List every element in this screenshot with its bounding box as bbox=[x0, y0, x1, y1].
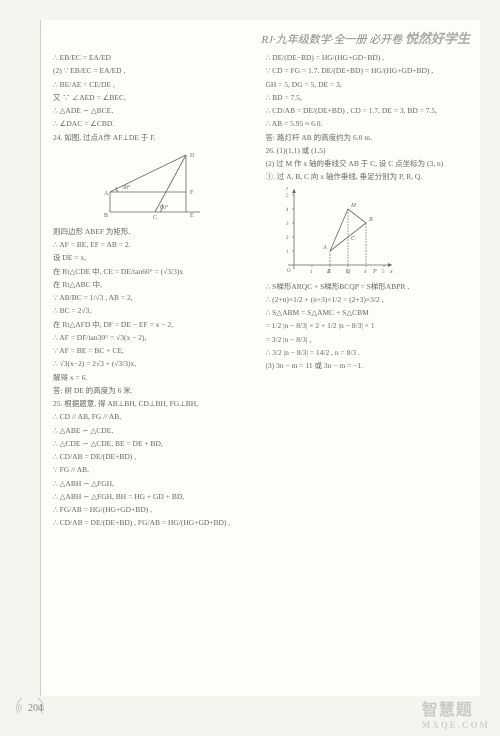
svg-text:y: y bbox=[285, 187, 289, 191]
angle-30: 30° bbox=[122, 184, 131, 191]
text-line: ∴ (2+n)×1/2 + (n+3)×1/2 = (2+3)×3/2 , bbox=[266, 294, 471, 305]
watermark-main: 智慧题 bbox=[422, 702, 473, 719]
text-line: ∴ △ABH ∽ △FGH, BH = HG + GD + BD, bbox=[53, 491, 258, 502]
text-line: 答: 树 DE 的高度为 6 米. bbox=[53, 385, 258, 396]
text-line: GH = 5, DG = 5, DE = 3, bbox=[266, 79, 471, 90]
text-line: = 1/2 |n − 8/3| × 2 + 1/2 |n − 8/3| × 1 bbox=[266, 320, 471, 331]
text-line: (3) 3n − m = 11 或 3n − m = −1. bbox=[266, 360, 471, 371]
svg-text:5: 5 bbox=[286, 194, 289, 199]
text-line: 答: 路灯杆 AB 的高度约为 6.0 m. bbox=[266, 132, 471, 143]
text-line: ∴ CD/AB = DE/(DE+BD) , bbox=[53, 451, 258, 462]
svg-text:2: 2 bbox=[286, 236, 289, 241]
text-line: ∴ BE/AE = CE/DE , bbox=[53, 79, 258, 90]
text-line: ∴ △ABH ∽ △FGH, bbox=[53, 478, 258, 489]
pt-D: D bbox=[190, 153, 195, 159]
text-line: 在 Rt△AFD 中, DF = DE − EF = x − 2, bbox=[53, 319, 258, 330]
text-line: 解得 x = 6. bbox=[53, 372, 258, 383]
svg-text:1: 1 bbox=[286, 250, 289, 255]
text-line: ∴ BD = 7.5, bbox=[266, 92, 471, 103]
text-line: ∵ AF = BE = BC + CE, bbox=[53, 345, 258, 356]
svg-text:4: 4 bbox=[364, 270, 367, 275]
text-line: 在 Rt△CDE 中, CE = DE/tan60° = (√3/3)x bbox=[53, 266, 258, 277]
svg-text:3: 3 bbox=[286, 222, 289, 227]
text-line: 又 ∵ ∠AED = ∠BEC, bbox=[53, 92, 258, 103]
text-line: ∴ CD/AB = DE/(DE+BD) , CD = 1.7, DE = 3,… bbox=[266, 105, 471, 116]
svg-text:x: x bbox=[389, 269, 393, 275]
text-line: 25. 根据题意, 得 AB⊥BH, CD⊥BH, FG⊥BH, bbox=[53, 398, 258, 409]
text-line: ∴ AB = 5.95 ≈ 6.0. bbox=[266, 118, 471, 129]
text-line: ∴ CD/AB = DE/(DE+BD) , FG/AB = HG/(HG+GD… bbox=[53, 517, 258, 528]
pt-B: B bbox=[104, 213, 108, 219]
text-line: ∴ AF = BE, EF = AB = 2. bbox=[53, 239, 258, 250]
right-column: ∴ DE/(DE−BD) = HG/(HG+GD−BD) , ∵ CD = FG… bbox=[262, 52, 475, 690]
pt-C: C bbox=[153, 215, 157, 221]
angle-60: 60° bbox=[160, 204, 169, 211]
svg-text:R: R bbox=[326, 269, 331, 275]
svg-text:P: P bbox=[372, 269, 377, 275]
text-line: ∵ CD = FG = 1.7, DE/(DE+BD) = HG/(HG+GD+… bbox=[266, 65, 471, 76]
text-line: ∴ ∠DAC = ∠CBD. bbox=[53, 118, 258, 129]
text-line: 设 DE = x, bbox=[53, 252, 258, 263]
text-line: ∵ AB/BC = 1/√3 , AB = 2, bbox=[53, 292, 258, 303]
page-header: RJ·九年级数学·全一册 必开卷 悦然好学生 bbox=[261, 28, 470, 47]
text-line: ∴ △ADE ∽ △BCE, bbox=[53, 105, 258, 116]
svg-text:5: 5 bbox=[382, 270, 385, 275]
text-line: ∴ AF = DF/tan30° = √3(x − 2), bbox=[53, 332, 258, 343]
brand-label: 悦然好学生 bbox=[405, 31, 470, 46]
text-line: ∴ DE/(DE−BD) = HG/(HG+GD−BD) , bbox=[266, 52, 471, 63]
pt-F: F bbox=[190, 190, 194, 196]
text-line: ∴ CD // AB, FG // AB, bbox=[53, 411, 258, 422]
columns: ∴ EB/EC = EA/ED (2) ∵ EB/EC = EA/ED , ∴ … bbox=[49, 52, 474, 690]
geometry-figure: A B C D E F 30° 60° bbox=[100, 147, 210, 222]
svg-text:B: B bbox=[369, 217, 373, 223]
svg-text:1: 1 bbox=[310, 270, 313, 275]
svg-text:M: M bbox=[350, 203, 357, 209]
text-line: (2) 过 M 作 x 轴的垂线交 AB 于 C, 设 C 点坐标为 (3, n… bbox=[266, 158, 471, 169]
pt-E: E bbox=[190, 213, 194, 219]
text-line: ∴ FG/AB = HG/(HG+GD+BD) , bbox=[53, 504, 258, 515]
text-line: ∴ S梯形ARQC + S梯形BCQP = S梯形ABPR , bbox=[266, 281, 471, 292]
text-line: 则四边形 ABEF 为矩形, bbox=[53, 226, 258, 237]
text-line: ∵ FG // AB, bbox=[53, 464, 258, 475]
text-line: ∴ △ABE ∽ △CDE, bbox=[53, 425, 258, 436]
svg-text:4: 4 bbox=[286, 208, 289, 213]
text-line: ①. 过 A, B, C 向 x 轴作垂线, 垂足分别为 P, R, Q. bbox=[266, 171, 471, 182]
coordinate-chart: 1234512345OxyABMCRQP bbox=[276, 187, 396, 277]
text-line: ∴ EB/EC = EA/ED bbox=[53, 52, 258, 63]
text-line: ∴ △CDE ∽ △CDE, BE = DE + BD, bbox=[53, 438, 258, 449]
svg-text:A: A bbox=[322, 245, 327, 251]
text-line: 在 Rt△ABC 中, bbox=[53, 279, 258, 290]
book-label: 必开卷 bbox=[369, 34, 402, 46]
svg-text:C: C bbox=[351, 236, 356, 242]
series-label: RJ·九年级数学·全一册 bbox=[261, 34, 366, 46]
page: RJ·九年级数学·全一册 必开卷 悦然好学生 ∴ EB/EC = EA/ED (… bbox=[40, 20, 480, 696]
text-line: 24. 如图, 过点A作 AF⊥DE 于 F. bbox=[53, 132, 258, 143]
text-line: 26. (1)(1,1) 或 (1,5) bbox=[266, 145, 471, 156]
page-number: 204 bbox=[28, 703, 43, 714]
svg-text:O: O bbox=[287, 269, 291, 274]
text-line: = 3/2 |n − 8/3| , bbox=[266, 334, 471, 345]
text-line: ∴ BC = 2√3, bbox=[53, 305, 258, 316]
left-column: ∴ EB/EC = EA/ED (2) ∵ EB/EC = EA/ED , ∴ … bbox=[49, 52, 262, 690]
text-line: (2) ∵ EB/EC = EA/ED , bbox=[53, 65, 258, 76]
pt-A: A bbox=[104, 191, 109, 197]
watermark: 智慧题 MXQE.COM bbox=[422, 696, 490, 730]
text-line: ∴ 3/2 |n − 8/3| = 14/2 , n = 8/3 . bbox=[266, 347, 471, 358]
text-line: ∴ √3(x−2) = 2√3 + (√3/3)x, bbox=[53, 358, 258, 369]
svg-text:Q: Q bbox=[346, 269, 351, 275]
watermark-sub: MXQE.COM bbox=[422, 720, 490, 730]
text-line: ∴ S△ABM = S△AMC + S△CBM bbox=[266, 307, 471, 318]
